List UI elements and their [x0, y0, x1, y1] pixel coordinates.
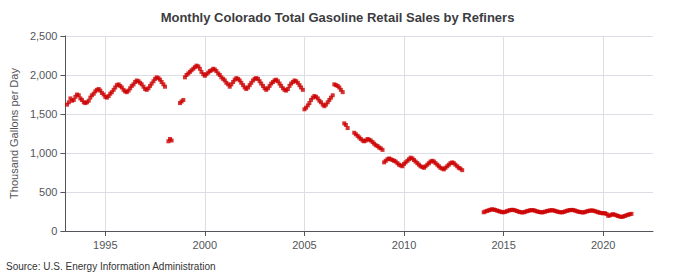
svg-text:0: 0 [51, 225, 57, 237]
svg-text:1995: 1995 [93, 239, 117, 251]
svg-text:Source: U.S. Energy Informatio: Source: U.S. Energy Information Administ… [6, 261, 216, 272]
svg-text:2020: 2020 [591, 239, 615, 251]
svg-text:2005: 2005 [292, 239, 316, 251]
svg-text:2,000: 2,000 [30, 69, 58, 81]
svg-text:2015: 2015 [491, 239, 515, 251]
svg-text:2000: 2000 [193, 239, 217, 251]
svg-text:1,500: 1,500 [30, 108, 58, 120]
svg-text:2010: 2010 [392, 239, 416, 251]
svg-text:Monthly Colorado Total Gasolin: Monthly Colorado Total Gasoline Retail S… [161, 10, 515, 25]
svg-text:2,500: 2,500 [30, 30, 58, 42]
svg-text:1,000: 1,000 [30, 147, 58, 159]
svg-text:Thousand Gallons per Day: Thousand Gallons per Day [8, 68, 20, 199]
svg-text:500: 500 [39, 186, 57, 198]
